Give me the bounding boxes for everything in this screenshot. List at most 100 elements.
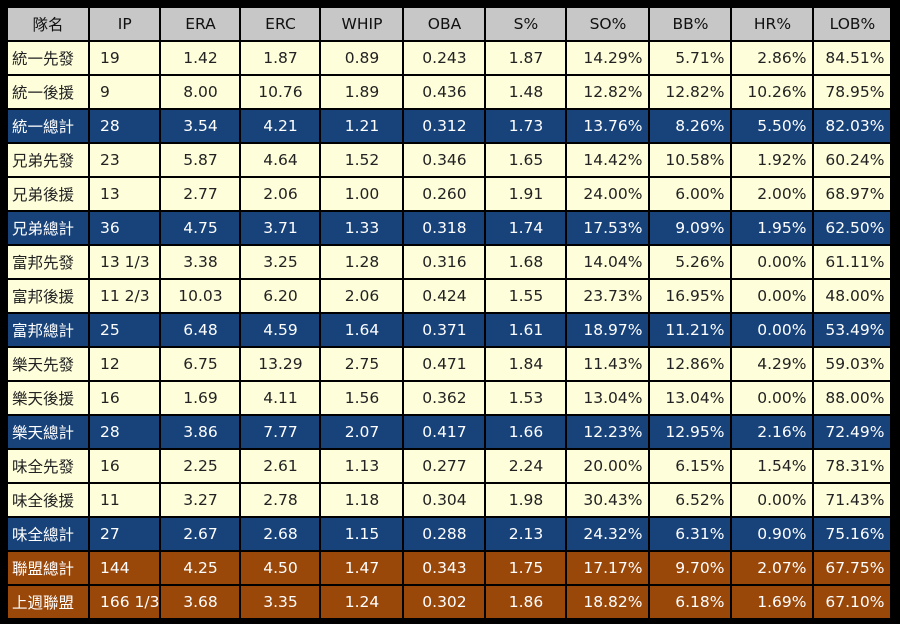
cell-ip: 9: [90, 76, 160, 108]
cell-oba: 0.318: [404, 212, 485, 244]
cell-hr-pct: 4.29%: [732, 348, 813, 380]
col-header-erc: ERC: [241, 8, 320, 40]
cell-hr-pct: 2.16%: [732, 416, 813, 448]
table-row: 樂天先發 12 6.75 13.29 2.75 0.471 1.84 11.43% 12.86%…: [8, 348, 891, 380]
cell-lob-pct: 78.95%: [814, 76, 891, 108]
cell-ip: 19: [90, 42, 160, 74]
cell-team-name: 統一先發: [8, 42, 88, 74]
cell-whip: 1.18: [321, 484, 403, 516]
cell-bb-pct: 13.04%: [650, 382, 731, 414]
cell-bb-pct: 6.18%: [650, 586, 731, 618]
cell-s-pct: 1.66: [486, 416, 566, 448]
cell-so-pct: 24.00%: [567, 178, 649, 210]
cell-oba: 0.312: [404, 110, 485, 142]
cell-bb-pct: 6.15%: [650, 450, 731, 482]
cell-whip: 2.75: [321, 348, 403, 380]
cell-s-pct: 1.73: [486, 110, 566, 142]
cell-oba: 0.260: [404, 178, 485, 210]
cell-so-pct: 13.04%: [567, 382, 649, 414]
cell-s-pct: 1.84: [486, 348, 566, 380]
cell-whip: 1.13: [321, 450, 403, 482]
table-row: 上週聯盟 166 1/3 3.68 3.35 1.24 0.302 1.86 18.82% 6.…: [8, 586, 891, 618]
cell-era: 10.03: [161, 280, 240, 312]
cell-oba: 0.436: [404, 76, 485, 108]
cell-team-name: 樂天總計: [8, 416, 88, 448]
cell-team-name: 富邦總計: [8, 314, 88, 346]
cell-lob-pct: 59.03%: [814, 348, 891, 380]
cell-erc: 1.87: [241, 42, 320, 74]
cell-erc: 4.59: [241, 314, 320, 346]
cell-ip: 13: [90, 178, 160, 210]
cell-ip: 27: [90, 518, 160, 550]
cell-era: 3.54: [161, 110, 240, 142]
cell-erc: 4.21: [241, 110, 320, 142]
cell-s-pct: 2.24: [486, 450, 566, 482]
cell-hr-pct: 0.00%: [732, 314, 813, 346]
cell-bb-pct: 11.21%: [650, 314, 731, 346]
cell-bb-pct: 12.95%: [650, 416, 731, 448]
cell-oba: 0.371: [404, 314, 485, 346]
cell-bb-pct: 6.31%: [650, 518, 731, 550]
cell-whip: 2.06: [321, 280, 403, 312]
table-row: 樂天後援 16 1.69 4.11 1.56 0.362 1.53 13.04% 13.04% 0…: [8, 382, 891, 414]
cell-ip: 12: [90, 348, 160, 380]
table-row: 味全先發 16 2.25 2.61 1.13 0.277 2.24 20.00% 6.15% 1.…: [8, 450, 891, 482]
cell-whip: 2.07: [321, 416, 403, 448]
cell-bb-pct: 8.26%: [650, 110, 731, 142]
col-header-bb-pct: BB%: [650, 8, 731, 40]
cell-hr-pct: 0.00%: [732, 280, 813, 312]
table-row: 味全總計 27 2.67 2.68 1.15 0.288 2.13 24.32% 6.31% 0.…: [8, 518, 891, 550]
cell-hr-pct: 0.00%: [732, 382, 813, 414]
cell-bb-pct: 9.70%: [650, 552, 731, 584]
cell-s-pct: 1.55: [486, 280, 566, 312]
cell-team-name: 樂天後援: [8, 382, 88, 414]
cell-hr-pct: 2.86%: [732, 42, 813, 74]
cell-bb-pct: 12.86%: [650, 348, 731, 380]
cell-oba: 0.302: [404, 586, 485, 618]
cell-bb-pct: 6.00%: [650, 178, 731, 210]
cell-lob-pct: 68.97%: [814, 178, 891, 210]
cell-so-pct: 23.73%: [567, 280, 649, 312]
cell-ip: 25: [90, 314, 160, 346]
col-header-hr-pct: HR%: [732, 8, 813, 40]
cell-whip: 1.21: [321, 110, 403, 142]
cell-era: 2.77: [161, 178, 240, 210]
cell-oba: 0.471: [404, 348, 485, 380]
cell-era: 2.67: [161, 518, 240, 550]
cell-lob-pct: 78.31%: [814, 450, 891, 482]
table-row: 味全後援 11 3.27 2.78 1.18 0.304 1.98 30.43% 6.52% 0.…: [8, 484, 891, 516]
cell-erc: 10.76: [241, 76, 320, 108]
cell-era: 3.86: [161, 416, 240, 448]
cell-lob-pct: 53.49%: [814, 314, 891, 346]
table-row: 兄弟總計 36 4.75 3.71 1.33 0.318 1.74 17.53% 9.09% 1.…: [8, 212, 891, 244]
cell-so-pct: 14.04%: [567, 246, 649, 278]
cell-so-pct: 17.17%: [567, 552, 649, 584]
cell-whip: 1.28: [321, 246, 403, 278]
cell-s-pct: 1.61: [486, 314, 566, 346]
cell-era: 3.68: [161, 586, 240, 618]
cell-lob-pct: 62.50%: [814, 212, 891, 244]
table-row: 兄弟先發 23 5.87 4.64 1.52 0.346 1.65 14.42% 10.58% 1…: [8, 144, 891, 176]
table-row: 富邦先發 13 1/3 3.38 3.25 1.28 0.316 1.68 14.04% 5.2…: [8, 246, 891, 278]
table-row: 富邦總計 25 6.48 4.59 1.64 0.371 1.61 18.97% 11.21% 0…: [8, 314, 891, 346]
cell-ip: 28: [90, 110, 160, 142]
cell-hr-pct: 1.92%: [732, 144, 813, 176]
cell-whip: 1.00: [321, 178, 403, 210]
header-row: 隊名 IP ERA ERC WHIP OBA S% SO% BB% HR% LO…: [8, 8, 891, 40]
cell-bb-pct: 9.09%: [650, 212, 731, 244]
cell-hr-pct: 1.54%: [732, 450, 813, 482]
cell-oba: 0.343: [404, 552, 485, 584]
cell-erc: 3.25: [241, 246, 320, 278]
cell-era: 8.00: [161, 76, 240, 108]
col-header-so-pct: SO%: [567, 8, 649, 40]
cell-erc: 4.64: [241, 144, 320, 176]
cell-lob-pct: 84.51%: [814, 42, 891, 74]
cell-so-pct: 17.53%: [567, 212, 649, 244]
cell-team-name: 樂天先發: [8, 348, 88, 380]
cell-erc: 2.06: [241, 178, 320, 210]
cell-hr-pct: 1.69%: [732, 586, 813, 618]
cell-whip: 1.15: [321, 518, 403, 550]
cell-so-pct: 24.32%: [567, 518, 649, 550]
cell-lob-pct: 75.16%: [814, 518, 891, 550]
cell-era: 1.69: [161, 382, 240, 414]
